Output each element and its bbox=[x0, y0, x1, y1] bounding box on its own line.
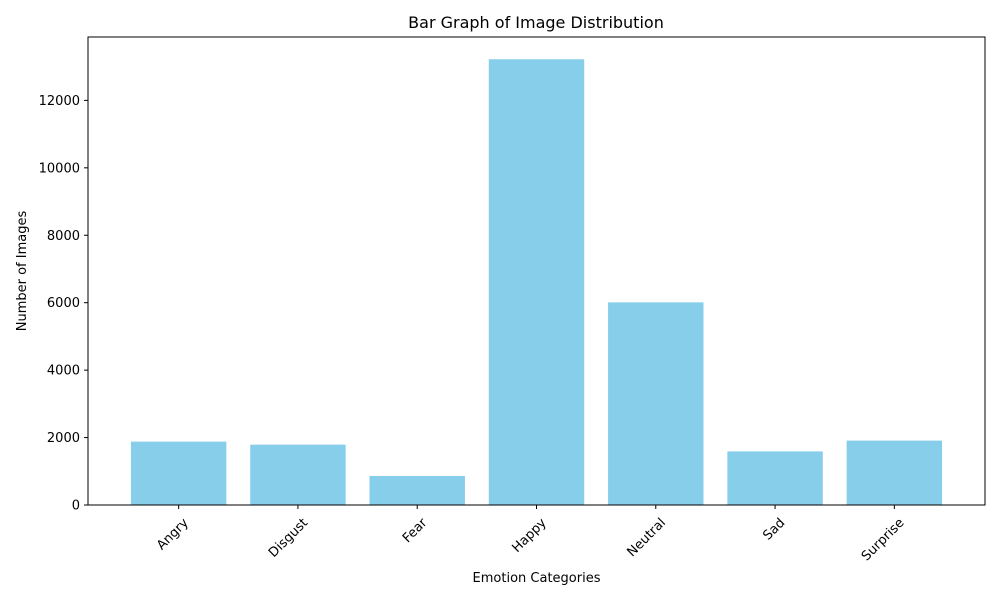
x-axis-label: Emotion Categories bbox=[473, 571, 601, 586]
x-tick-label: Sad bbox=[760, 516, 788, 544]
bar-neutral bbox=[608, 302, 704, 505]
bar-happy bbox=[488, 59, 585, 505]
x-tick-label: Disgust bbox=[266, 516, 311, 561]
x-axis-ticks: Angry Disgust Fear Happy Neutral Sad Surprise bbox=[154, 505, 908, 565]
bar-sad bbox=[727, 451, 823, 505]
bar-surprise bbox=[846, 440, 943, 505]
y-axis-label: Number of Images bbox=[15, 211, 30, 332]
plot-frame bbox=[87, 36, 986, 506]
y-tick-label: 8000 bbox=[47, 229, 80, 244]
y-axis-ticks: 0 2000 4000 6000 8000 10000 12000 bbox=[39, 94, 88, 514]
y-tick-label: 10000 bbox=[39, 161, 80, 176]
y-tick-label: 2000 bbox=[47, 431, 80, 446]
y-tick-label: 4000 bbox=[47, 364, 80, 379]
bar-disgust bbox=[250, 444, 346, 505]
y-tick-label: 6000 bbox=[47, 296, 80, 311]
bar-angry bbox=[130, 441, 227, 505]
y-tick-label: 0 bbox=[72, 499, 80, 514]
x-tick-label: Happy bbox=[509, 515, 549, 555]
x-tick-label: Angry bbox=[154, 515, 192, 553]
x-tick-label: Fear bbox=[400, 515, 431, 546]
x-tick-label: Neutral bbox=[624, 516, 669, 561]
bars-group bbox=[130, 59, 943, 505]
y-tick-label: 12000 bbox=[39, 94, 80, 109]
x-tick-label: Surprise bbox=[859, 516, 908, 565]
chart-title: Bar Graph of Image Distribution bbox=[408, 13, 664, 32]
bar-fear bbox=[369, 476, 465, 505]
